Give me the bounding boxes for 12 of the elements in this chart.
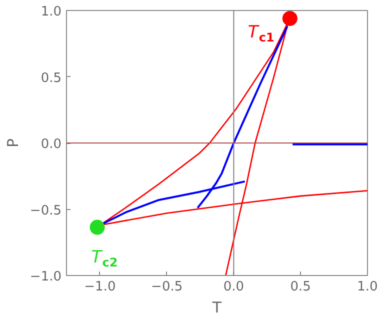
x-tick-label: −0.5 — [151, 280, 183, 294]
y-tick-label: 0.5 — [40, 70, 62, 86]
y-axis-title: P — [4, 138, 22, 148]
y-tick-label: 1.0 — [40, 4, 62, 20]
x-tick-label: 0.0 — [223, 280, 244, 294]
x-tick-label: 1.0 — [357, 280, 378, 294]
y-tick-label: 0.0 — [40, 137, 62, 152]
x-axis-title: T — [211, 298, 222, 316]
y-tick-label: −0.5 — [30, 203, 62, 218]
x-tick-label: −1.0 — [84, 280, 116, 294]
y-tick-label: −1.0 — [30, 270, 62, 284]
x-tick-label: 0.5 — [290, 280, 311, 294]
